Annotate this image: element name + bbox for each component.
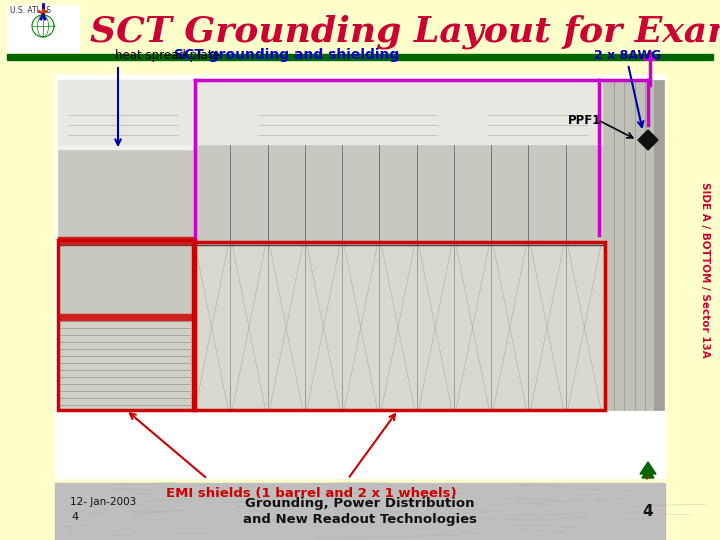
Text: and New Readout Technologies: and New Readout Technologies (243, 514, 477, 526)
Bar (193, 80, 603, 245)
Text: PPF1: PPF1 (568, 113, 601, 126)
Bar (58, 80, 603, 145)
Text: SCT Grounding Layout for Example: SCT Grounding Layout for Example (90, 15, 720, 49)
Bar (58, 240, 195, 410)
Text: 4: 4 (643, 504, 653, 519)
Bar (193, 245, 603, 410)
Bar (7, 54, 713, 60)
Text: 4: 4 (71, 512, 78, 522)
Bar (7, 5, 79, 52)
Text: U.S. ATLAS: U.S. ATLAS (10, 6, 51, 15)
Text: EMI shields (1 barrel and 2 x 1 wheels): EMI shields (1 barrel and 2 x 1 wheels) (166, 487, 456, 500)
Bar (654, 80, 664, 410)
Bar (55, 483, 665, 540)
Bar (58, 314, 195, 320)
Polygon shape (642, 468, 654, 478)
Bar (55, 75, 665, 478)
Bar (58, 80, 658, 150)
Bar (58, 315, 193, 410)
Bar (603, 80, 656, 410)
Bar (58, 150, 193, 315)
Bar (58, 237, 195, 245)
Polygon shape (644, 50, 656, 60)
Text: 2 x 8AWG: 2 x 8AWG (594, 49, 662, 62)
Text: SCT grounding and shielding: SCT grounding and shielding (174, 48, 400, 62)
Text: heat spread plate: heat spread plate (115, 49, 220, 62)
Polygon shape (640, 462, 656, 474)
Text: SIDE A / BOTTOM / Sector 13A: SIDE A / BOTTOM / Sector 13A (700, 182, 710, 358)
Text: Grounding, Power Distribution: Grounding, Power Distribution (246, 496, 474, 510)
Text: 12- Jan-2003: 12- Jan-2003 (70, 497, 136, 507)
Polygon shape (638, 130, 658, 150)
Bar (193, 242, 605, 410)
